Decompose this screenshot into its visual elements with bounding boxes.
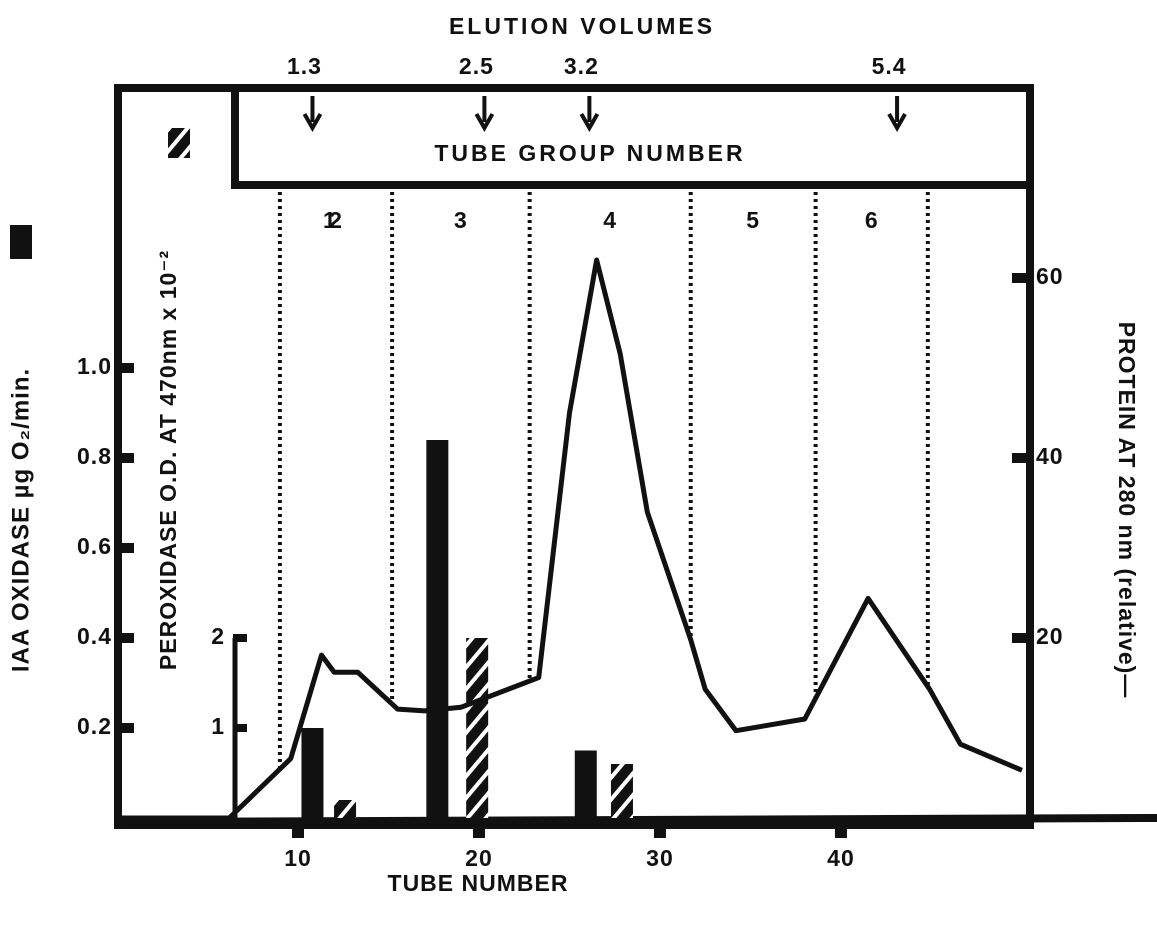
- y2-tick: [1012, 273, 1026, 283]
- solid-legend-icon: [10, 225, 32, 259]
- elution-arrowhead: [579, 113, 600, 133]
- y-tick-label: 0.2: [77, 713, 112, 739]
- bar: [574, 750, 597, 818]
- group-label: 2: [329, 207, 343, 233]
- y-axis-label: IAA OXIDASE µg O₂/min.: [7, 368, 34, 672]
- y-tick-label: 0.6: [77, 533, 112, 559]
- group-label: 3: [454, 207, 468, 233]
- group-label: 6: [865, 207, 879, 233]
- x-tick-label: 20: [465, 845, 493, 871]
- bar: [301, 728, 324, 818]
- elution-arrowhead: [887, 113, 907, 133]
- bar: [466, 638, 489, 818]
- elution-label: 3.2: [564, 53, 599, 79]
- x-tick: [653, 828, 666, 838]
- y2-axis-label: PROTEIN AT 280 nm (relative)—: [1114, 322, 1140, 699]
- group-label: 5: [746, 207, 760, 233]
- elution-title: ELUTION VOLUMES: [449, 13, 715, 39]
- x-tick-label: 40: [827, 845, 855, 871]
- y-tick: [122, 723, 134, 733]
- y-tick-label: 0.4: [77, 623, 112, 649]
- baseline: [117, 814, 1157, 826]
- y-tick: [122, 543, 134, 553]
- x-tick: [834, 828, 847, 838]
- y-tick: [122, 363, 134, 373]
- x-tick-label: 30: [646, 845, 674, 871]
- y-tick: [122, 453, 134, 463]
- y-tick: [122, 633, 134, 643]
- group-box: [231, 84, 1034, 189]
- bar: [334, 800, 357, 818]
- group-label: 4: [603, 207, 617, 233]
- y-tick-label: 1.0: [77, 353, 112, 379]
- elution-arrowhead: [474, 113, 495, 133]
- y-tick-label: 0.8: [77, 443, 112, 469]
- elution-label: 1.3: [287, 53, 322, 79]
- elution-label: 2.5: [459, 53, 494, 79]
- y2-tick-label: 60: [1036, 263, 1064, 289]
- y3-tick: [233, 634, 247, 642]
- group-label: 1: [323, 207, 337, 233]
- y3-tick-label: 2: [211, 623, 225, 649]
- y2-tick-label: 20: [1036, 623, 1064, 649]
- y2-tick: [1012, 633, 1026, 643]
- y3-axis-label: PEROXIDASE O.D. AT 470nm x 10⁻²: [155, 250, 181, 670]
- x-tick: [291, 828, 304, 838]
- x-axis-label: TUBE NUMBER: [388, 870, 569, 896]
- y2-tick-label: 40: [1036, 443, 1064, 469]
- x-tick: [472, 828, 485, 838]
- elution-arrowhead: [302, 113, 323, 133]
- group-title: TUBE GROUP NUMBER: [434, 140, 745, 166]
- elution-label: 5.4: [872, 53, 907, 79]
- protein-line: [117, 257, 1023, 821]
- y3-tick: [233, 724, 247, 732]
- plot-frame: [114, 84, 1034, 829]
- bar: [610, 764, 633, 818]
- hatch-legend-icon: [168, 128, 190, 158]
- y2-tick: [1012, 453, 1026, 463]
- bar: [426, 440, 449, 818]
- y3-tick-label: 1: [211, 713, 225, 739]
- x-tick-label: 10: [284, 845, 312, 871]
